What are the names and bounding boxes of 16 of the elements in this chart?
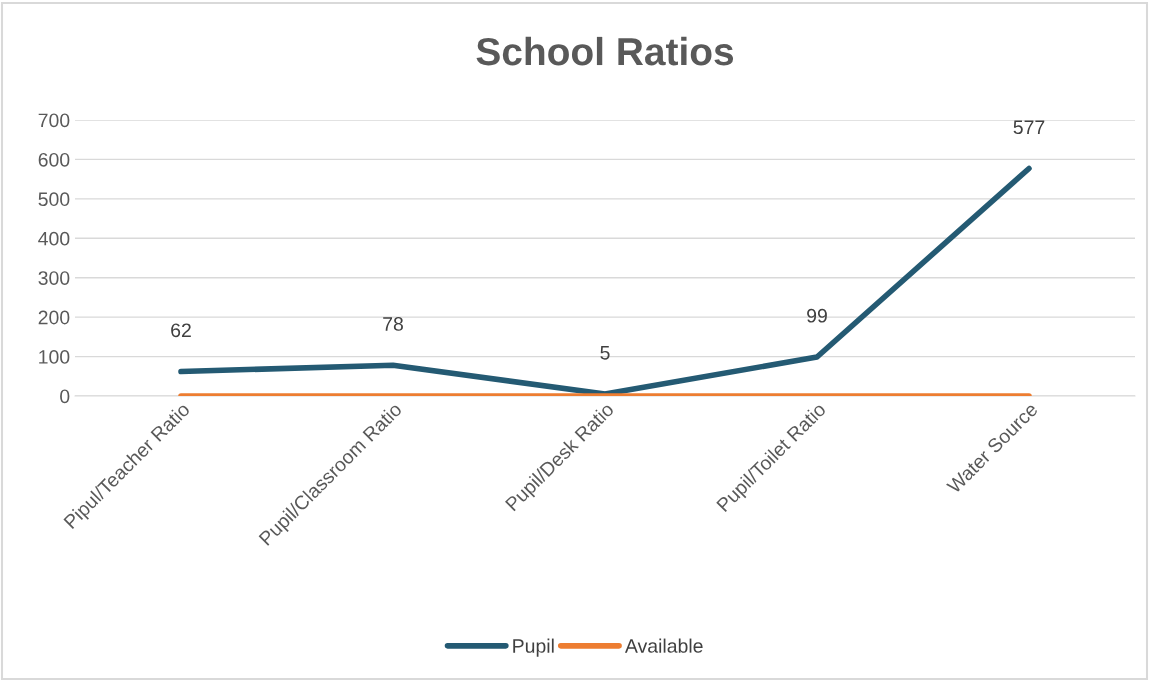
legend-label: Available	[624, 638, 703, 653]
data-label: 99	[807, 308, 827, 323]
y-tick-label: 200	[38, 310, 70, 325]
y-tick-label: 500	[38, 192, 70, 207]
chart-title: School Ratios	[476, 36, 734, 66]
legend-label: Pupil	[513, 638, 554, 657]
data-label: 5	[600, 346, 610, 360]
y-tick-label: 300	[38, 271, 70, 285]
y-tick-label: 0	[60, 389, 70, 404]
y-tick-label: 400	[38, 231, 70, 246]
data-label: 62	[171, 323, 191, 338]
data-label: 78	[383, 317, 403, 331]
y-tick-label: 700	[38, 113, 70, 128]
data-label: 577	[1013, 120, 1045, 135]
y-tick-label: 100	[39, 350, 70, 364]
y-tick-label: 600	[38, 152, 70, 167]
